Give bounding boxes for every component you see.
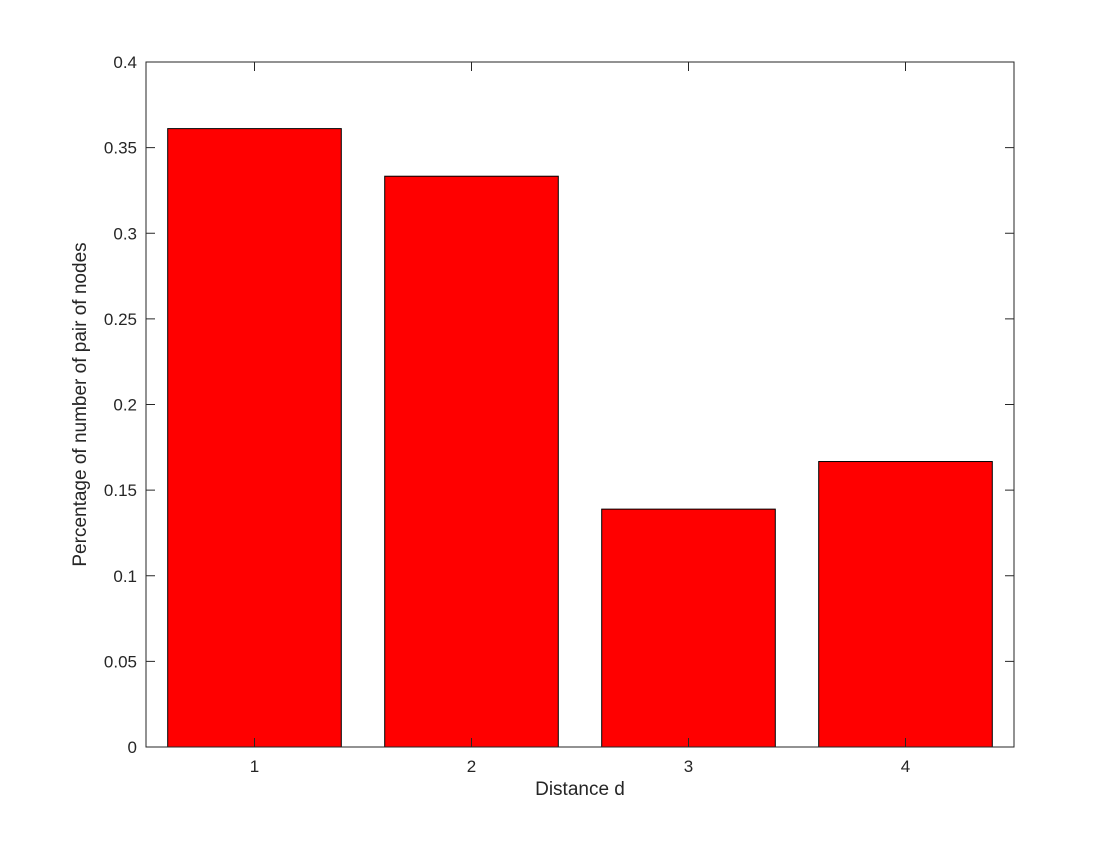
y-tick-label: 0.2: [113, 396, 137, 415]
ticks-layer: 1 2 3 4 0 0.05 0.1 0.15 0.2 0.25 0.3 0.35 0.4: [104, 53, 1014, 776]
bar-1: [167, 128, 342, 748]
bar-4: [818, 461, 993, 748]
y-tick-label: 0.1: [113, 567, 137, 586]
y-tick-label: 0.15: [104, 481, 137, 500]
y-tick-label: 0: [128, 738, 137, 757]
x-tick-label: 3: [684, 757, 693, 776]
y-tick-label: 0.25: [104, 310, 137, 329]
y-tick-label: 0.35: [104, 139, 137, 158]
bar-2: [384, 175, 559, 748]
x-tick-label: 1: [250, 757, 259, 776]
y-tick-label: 0.3: [113, 224, 137, 243]
x-axis-label: Distance d: [535, 779, 625, 800]
bar-3: [601, 508, 776, 748]
x-tick-label: 4: [901, 757, 910, 776]
bars-layer: [167, 128, 993, 748]
y-tick-label: 0.05: [104, 652, 137, 671]
y-axis-label: Percentage of number of pair of nodes: [70, 242, 91, 566]
y-tick-label: 0.4: [113, 53, 137, 72]
x-tick-label: 2: [467, 757, 476, 776]
